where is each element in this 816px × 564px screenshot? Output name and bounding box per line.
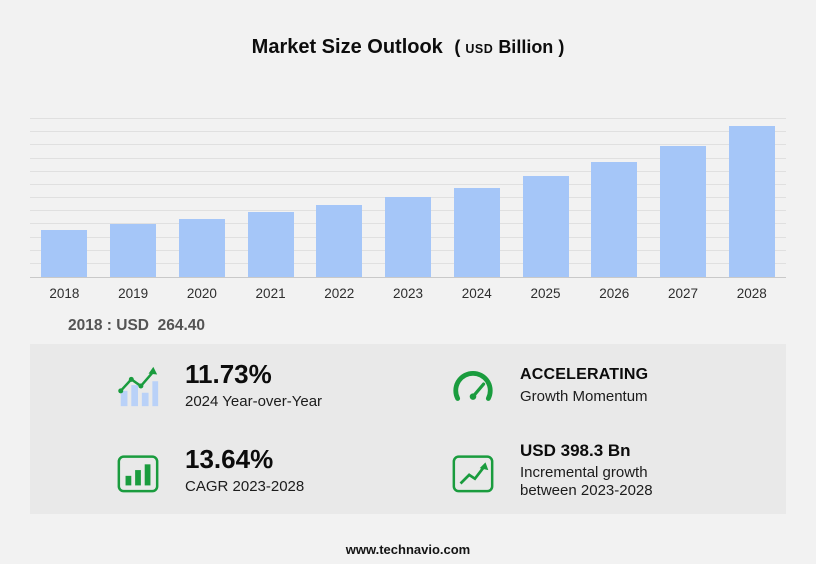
x-axis-label: 2020 xyxy=(186,286,217,301)
stat-incremental: USD 398.3 Bn Incremental growth between … xyxy=(408,429,786,514)
gridline xyxy=(30,170,786,172)
bar-2027 xyxy=(659,146,706,277)
momentum-label: Growth Momentum xyxy=(520,387,648,405)
x-axis-labels: 2018 2019 2020 2021 2022 2023 2024 2025 2026 2027… xyxy=(30,286,786,301)
bar-column xyxy=(511,175,580,277)
bar-chart: 2018 2019 2020 2021 2022 2023 2024 2025 2026 2027… xyxy=(30,118,786,301)
x-axis-label: 2028 xyxy=(736,286,767,301)
gridline xyxy=(30,131,786,133)
bar-column xyxy=(374,197,443,277)
unit-currency: USD xyxy=(465,42,494,56)
title-main: Market Size Outlook xyxy=(251,36,443,58)
stat-yoy: 11.73% 2024 Year-over-Year xyxy=(30,344,408,429)
incremental-label-line1: Incremental growth xyxy=(520,463,648,481)
bar-2028 xyxy=(728,125,775,277)
cagr-value: 13.64% xyxy=(185,444,274,475)
bar-2023 xyxy=(385,197,432,277)
bar-chart-trend-icon xyxy=(115,364,161,410)
x-axis-label: 2026 xyxy=(599,286,630,301)
incremental-value: USD 398.3 Bn xyxy=(520,440,631,460)
bar-column xyxy=(717,125,786,277)
x-axis-label: 2018 xyxy=(49,286,80,301)
footer-url: www.technavio.com xyxy=(345,542,471,557)
bar-column xyxy=(649,146,718,277)
bar-column xyxy=(30,229,99,277)
incremental-label-line2: between 2023-2028 xyxy=(520,482,653,500)
bar-2022 xyxy=(316,205,363,277)
bar-2020 xyxy=(178,218,225,277)
bar-2019 xyxy=(110,224,157,277)
cagr-bars-icon xyxy=(115,449,161,495)
yoy-text: 11.73% 2024 Year-over-Year xyxy=(185,361,322,411)
plot-area xyxy=(30,118,786,278)
bar-2018 xyxy=(41,229,88,277)
bar-column xyxy=(580,161,649,277)
speedometer-icon xyxy=(450,364,496,410)
incremental-growth-icon xyxy=(450,449,496,495)
cagr-label: CAGR 2023-2028 xyxy=(185,477,305,495)
title-unit: ( USD Billion ) xyxy=(454,37,564,57)
cagr-text: 13.64% CAGR 2023-2028 xyxy=(185,446,304,496)
gridline xyxy=(30,144,786,146)
stat-momentum: ACCELERATING Growth Momentum xyxy=(408,344,786,429)
gridline xyxy=(30,118,786,119)
page-title: Market Size Outlook ( USD Billion ) xyxy=(0,36,816,59)
gridline xyxy=(30,157,786,159)
unit-paren-close: ) xyxy=(558,37,565,57)
bar-2021 xyxy=(247,212,294,277)
unit-scale: Billion xyxy=(498,37,554,57)
x-axis-label: 2023 xyxy=(393,286,424,301)
x-axis-label: 2025 xyxy=(530,286,561,301)
bar-2024 xyxy=(453,187,500,277)
momentum-text: ACCELERATING Growth Momentum xyxy=(520,365,649,407)
x-axis-label: 2022 xyxy=(324,286,355,301)
bar-column xyxy=(442,187,511,277)
unit-paren-open: ( xyxy=(454,37,461,57)
bar-2025 xyxy=(522,175,569,277)
bar-column xyxy=(167,218,236,277)
yoy-value: 11.73% xyxy=(185,359,272,390)
bar-column xyxy=(305,205,374,277)
x-axis-label: 2019 xyxy=(118,286,149,301)
incremental-text: USD 398.3 Bn Incremental growth between … xyxy=(520,440,653,501)
bar-column xyxy=(99,224,168,277)
bar-2026 xyxy=(591,161,638,277)
x-axis-label: 2024 xyxy=(461,286,492,301)
stats-panel: 11.73% 2024 Year-over-Year ACCELERATING … xyxy=(30,344,786,514)
x-axis-label: 2027 xyxy=(667,286,698,301)
gridline xyxy=(30,183,786,185)
stat-cagr: 13.64% CAGR 2023-2028 xyxy=(30,429,408,514)
momentum-value: ACCELERATING xyxy=(520,365,649,383)
base-year-annotation: 2018 : USD 264.40 xyxy=(68,317,206,334)
yoy-label: 2024 Year-over-Year xyxy=(185,392,323,410)
x-axis-label: 2021 xyxy=(255,286,286,301)
bar-column xyxy=(236,212,305,277)
